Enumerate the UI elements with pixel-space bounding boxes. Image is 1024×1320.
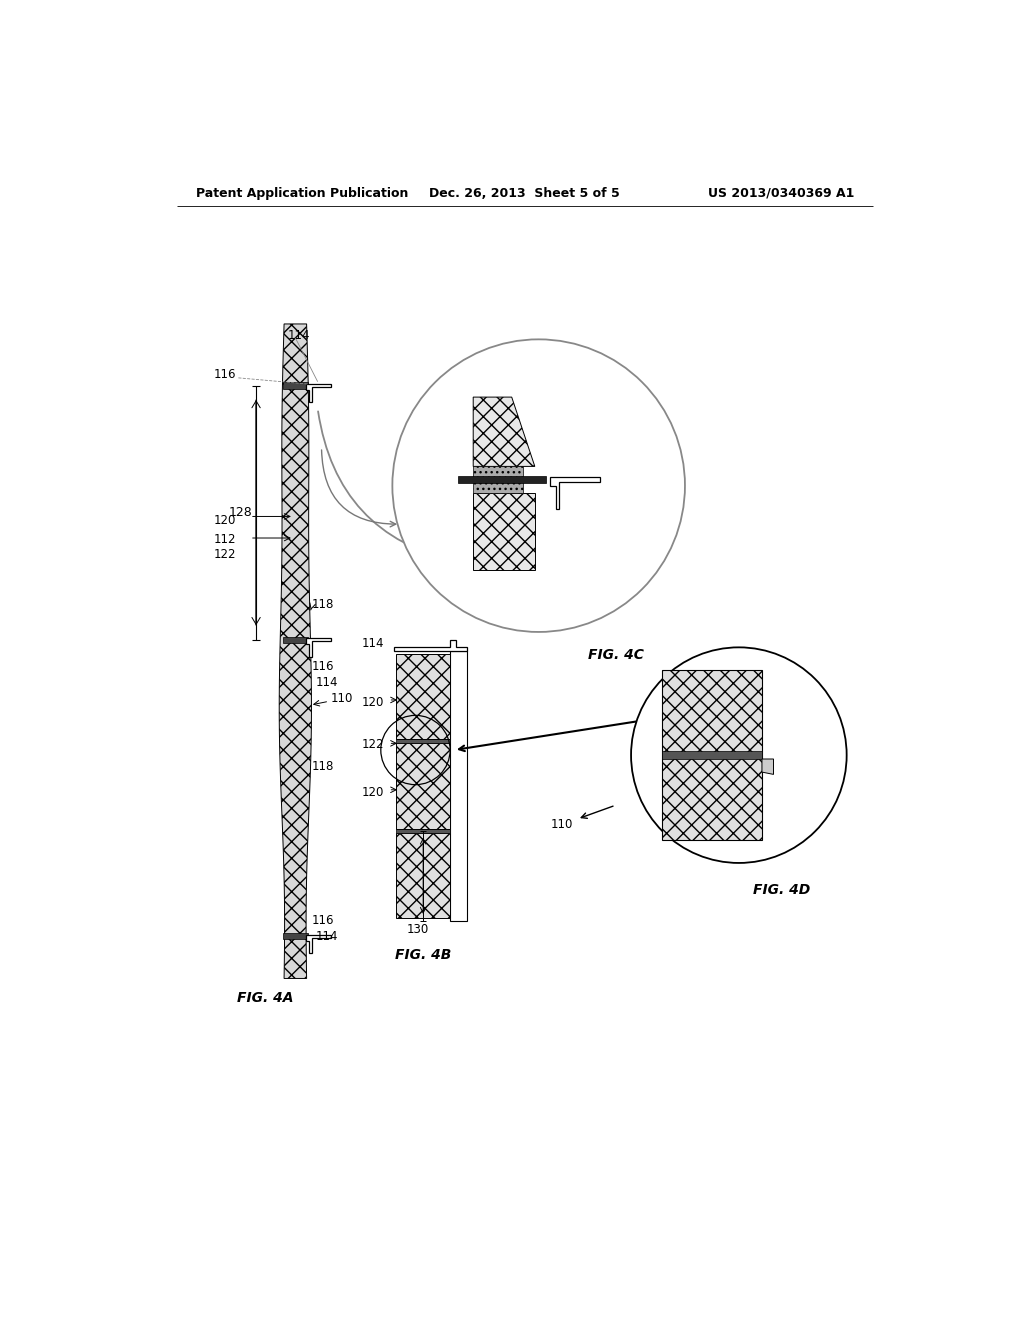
Text: 122: 122 <box>361 738 384 751</box>
Bar <box>283 933 307 940</box>
Text: 110: 110 <box>331 693 353 705</box>
Text: 124: 124 <box>543 496 565 510</box>
Text: Dec. 26, 2013  Sheet 5 of 5: Dec. 26, 2013 Sheet 5 of 5 <box>429 186 621 199</box>
Text: 114: 114 <box>288 329 310 342</box>
Text: 122: 122 <box>214 548 237 561</box>
Text: FIG. 4D: FIG. 4D <box>753 883 810 896</box>
Text: 130: 130 <box>407 924 428 936</box>
Text: 116: 116 <box>311 660 334 673</box>
Polygon shape <box>473 494 535 570</box>
Bar <box>396 829 451 833</box>
Polygon shape <box>306 935 331 953</box>
Text: 114: 114 <box>315 929 338 942</box>
Text: US 2013/0340369 A1: US 2013/0340369 A1 <box>708 186 854 199</box>
Text: FIG. 4C: FIG. 4C <box>588 648 644 663</box>
Text: 127: 127 <box>502 437 524 450</box>
Text: 116: 116 <box>523 475 546 488</box>
Polygon shape <box>306 638 331 656</box>
Text: 122: 122 <box>502 367 524 380</box>
Text: 120: 120 <box>361 696 384 709</box>
Text: 118: 118 <box>477 548 500 561</box>
Circle shape <box>392 339 685 632</box>
Text: 128: 128 <box>228 506 252 519</box>
Text: 126: 126 <box>523 465 546 478</box>
Polygon shape <box>394 640 467 651</box>
Polygon shape <box>762 759 773 775</box>
Text: 116: 116 <box>214 367 237 380</box>
Bar <box>396 833 451 919</box>
Bar <box>458 477 547 483</box>
Bar <box>396 653 451 739</box>
Text: 120: 120 <box>438 421 461 434</box>
Circle shape <box>631 647 847 863</box>
Bar <box>283 636 307 643</box>
Text: 127: 127 <box>502 521 524 535</box>
Text: Patent Application Publication: Patent Application Publication <box>196 186 409 199</box>
Text: 114: 114 <box>585 403 607 416</box>
Text: 118: 118 <box>311 598 334 611</box>
Text: 114: 114 <box>361 638 384 649</box>
Text: FIG. 4B: FIG. 4B <box>395 948 452 962</box>
Text: 120: 120 <box>361 785 384 799</box>
Text: 110: 110 <box>550 818 572 832</box>
Text: 114: 114 <box>315 676 338 689</box>
Text: FIG. 4A: FIG. 4A <box>238 991 294 1005</box>
Bar <box>396 743 451 829</box>
Text: 120: 120 <box>214 513 237 527</box>
Bar <box>283 383 307 388</box>
Polygon shape <box>306 384 331 403</box>
Bar <box>662 751 762 759</box>
Bar <box>662 671 762 840</box>
Text: 118: 118 <box>311 760 334 774</box>
Bar <box>473 466 523 494</box>
Text: 116: 116 <box>311 915 334 927</box>
Text: 112: 112 <box>214 533 237 546</box>
Bar <box>396 739 451 743</box>
Polygon shape <box>473 397 535 466</box>
Polygon shape <box>280 323 311 978</box>
Bar <box>451 651 467 921</box>
Polygon shape <box>550 478 600 508</box>
